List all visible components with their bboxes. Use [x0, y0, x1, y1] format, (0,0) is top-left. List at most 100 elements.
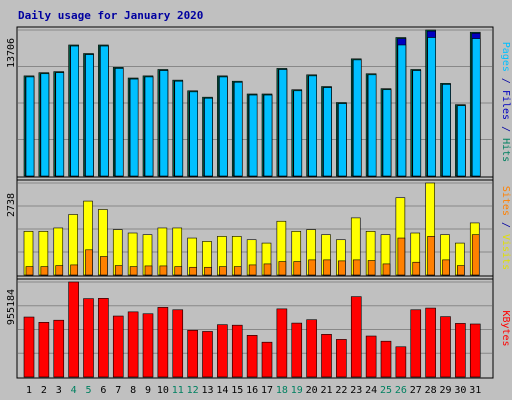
bar-sites-day-8: [129, 266, 138, 276]
x-tick-day-26: 26: [395, 385, 407, 396]
bar-sites-day-10: [159, 265, 168, 276]
bar-sites-day-29: [442, 259, 450, 276]
bar-pages-day-18: [278, 69, 288, 177]
bar-sites-day-24: [367, 260, 376, 276]
bar-pages-day-2: [40, 73, 50, 177]
x-tick-day-9: 9: [145, 385, 151, 396]
legend-entry: Pages: [500, 42, 511, 72]
legend-entry: /: [500, 216, 511, 234]
bar-sites-day-31: [471, 234, 480, 276]
bar-kbytes-day-25: [380, 340, 392, 378]
bar-pages-day-11: [174, 80, 184, 177]
x-axis-day-labels: 1 2 3 4 5 6 7 8 9 10 11 12 13 14 15 16 17 18 19 20 21 22 23 24 2…: [26, 385, 481, 396]
side-legend-kbytes: KBytes: [500, 310, 511, 346]
legend-entry: Files: [500, 90, 511, 120]
bar-sites-day-23: [352, 259, 361, 276]
bar-pages-day-23: [352, 59, 362, 177]
y-max-label-kbytes: 955184: [6, 289, 17, 325]
bar-pages-day-22: [338, 103, 347, 177]
bar-kbytes-day-22: [336, 339, 347, 378]
x-tick-day-22: 22: [335, 385, 347, 396]
chart-title: Daily usage for January 2020: [18, 9, 203, 22]
bar-sites-day-5: [85, 249, 93, 276]
x-tick-day-15: 15: [231, 385, 243, 396]
y-max-label-pages-files-hits: 13706: [6, 38, 17, 68]
bar-pages-day-28: [427, 37, 436, 177]
bar-sites-day-20: [308, 259, 316, 276]
panel-kbytes: 955184 KBytes: [6, 278, 511, 379]
x-tick-day-27: 27: [410, 385, 422, 396]
panel-visits-sites: 2738 Sites / Visits: [6, 179, 511, 277]
bar-sites-day-17: [263, 263, 272, 276]
bar-sites-day-14: [219, 266, 227, 276]
bar-pages-day-21: [323, 87, 332, 177]
x-tick-day-8: 8: [130, 385, 136, 396]
x-tick-day-12: 12: [187, 385, 199, 396]
bar-pages-day-7: [114, 68, 124, 177]
x-tick-day-20: 20: [306, 385, 318, 396]
bar-kbytes-day-15: [231, 324, 243, 378]
legend-entry: KBytes: [500, 310, 511, 346]
bar-kbytes-day-29: [440, 316, 451, 378]
bar-kbytes-day-8: [127, 311, 139, 378]
x-tick-day-13: 13: [201, 385, 213, 396]
bar-sites-day-3: [55, 265, 64, 276]
bar-sites-day-16: [248, 264, 257, 276]
bar-pages-day-9: [144, 76, 154, 177]
legend-entry: /: [500, 120, 511, 138]
bar-kbytes-day-7: [112, 315, 124, 378]
bar-pages-day-5: [85, 54, 94, 177]
bar-kbytes-day-2: [38, 321, 50, 378]
x-tick-day-17: 17: [261, 385, 273, 396]
bar-kbytes-day-4: [68, 281, 79, 378]
bar-kbytes-day-17: [261, 341, 273, 378]
bar-pages-day-4: [70, 45, 79, 177]
bar-pages-day-26: [397, 44, 407, 177]
x-tick-day-30: 30: [454, 385, 466, 396]
bar-pages-day-24: [367, 74, 377, 177]
bar-sites-day-21: [323, 259, 331, 276]
bar-pages-day-3: [55, 72, 65, 177]
bar-sites-day-2: [40, 266, 49, 276]
x-tick-day-6: 6: [100, 385, 106, 396]
bar-pages-day-29: [442, 84, 451, 177]
bar-kbytes-day-10: [157, 307, 169, 378]
side-legend-visits-sites: Sites / Visits: [500, 186, 511, 270]
panel-pages-files-hits: 13706 Pages / Files / Hits: [6, 26, 511, 178]
bar-sites-day-7: [114, 265, 123, 276]
x-tick-day-23: 23: [350, 385, 362, 396]
bar-kbytes-day-20: [306, 319, 317, 378]
bar-sites-day-27: [412, 261, 421, 276]
x-tick-day-5: 5: [85, 385, 91, 396]
bar-sites-day-11: [174, 266, 183, 276]
bar-sites-day-18: [278, 261, 287, 276]
x-tick-day-11: 11: [172, 385, 184, 396]
bar-kbytes-day-11: [172, 309, 184, 378]
x-tick-day-19: 19: [291, 385, 303, 396]
bar-kbytes-day-16: [246, 335, 258, 378]
bar-sites-day-26: [397, 237, 406, 276]
bar-pages-day-20: [308, 75, 317, 177]
bar-sites-day-30: [457, 265, 465, 276]
bar-kbytes-day-21: [321, 334, 332, 378]
bar-sites-day-12: [189, 266, 197, 276]
bar-pages-day-25: [382, 89, 392, 177]
x-tick-day-31: 31: [469, 385, 481, 396]
x-tick-day-1: 1: [26, 385, 32, 396]
x-tick-day-25: 25: [380, 385, 392, 396]
x-tick-day-10: 10: [157, 385, 169, 396]
bar-kbytes-day-12: [187, 329, 198, 378]
x-tick-day-2: 2: [41, 385, 47, 396]
bar-kbytes-day-6: [98, 298, 109, 378]
bar-kbytes-day-23: [350, 296, 362, 378]
bar-pages-day-17: [263, 94, 273, 177]
legend-entry: Hits: [500, 138, 511, 162]
bar-pages-day-16: [248, 94, 258, 177]
x-tick-day-16: 16: [246, 385, 258, 396]
x-tick-day-4: 4: [71, 385, 77, 396]
x-tick-day-24: 24: [365, 385, 377, 396]
bar-sites-day-9: [144, 265, 153, 276]
x-tick-day-18: 18: [276, 385, 288, 396]
bar-pages-day-10: [159, 70, 169, 177]
